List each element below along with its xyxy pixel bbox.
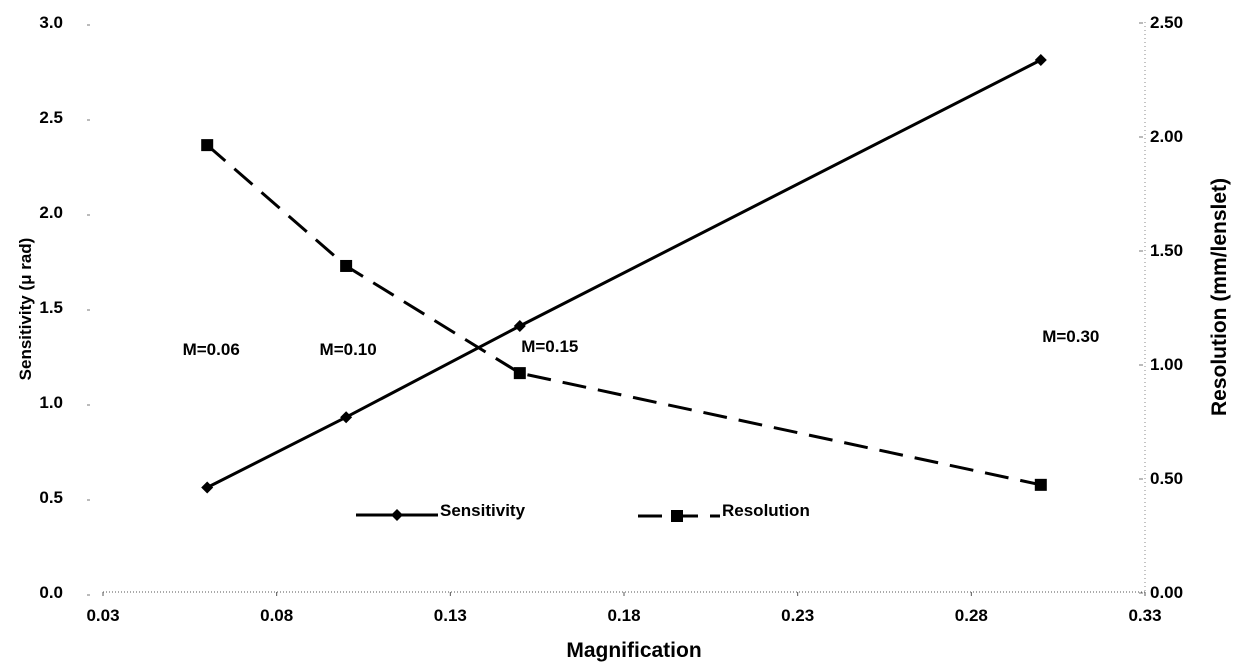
sensitivity-point [340,411,353,424]
annotation-label: M=0.30 [1042,327,1099,346]
annotation-label: M=0.10 [320,340,377,359]
sensitivity-point [1034,54,1047,66]
sensitivity-point [513,320,526,332]
y-right-tick-label: 0.00 [1150,583,1183,602]
y-right-tick-label: 1.00 [1150,355,1183,374]
x-tick-label: 0.28 [955,606,988,625]
x-tick-label: 0.18 [607,606,640,625]
y-left-tick-label: 0.0 [39,583,63,602]
x-tick-label: 0.23 [781,606,814,625]
y-left-tick-label: 1.0 [39,393,63,412]
x-tick-label: 0.33 [1128,606,1161,625]
resolution-point [201,139,214,152]
axes-layer: 0.03 0.08 0.13 0.18 0.23 0.28 0.33 0.0 0.5 1.0 1.5… [16,13,1231,662]
sensitivity-point [201,481,214,494]
x-tick-label: 0.13 [434,606,467,625]
y-right-tick-label: 1.50 [1150,241,1183,260]
y-left-tick-label: 3.0 [39,13,63,32]
y-right-tick-label: 0.50 [1150,469,1183,488]
annotation-label: M=0.06 [183,340,240,359]
series-line-resolution [206,143,1042,487]
resolution-point [513,367,526,380]
legend-marker-resolution [671,510,683,522]
x-tick-label: 0.03 [86,606,119,625]
annotation-layer: M=0.06 M=0.10 M=0.15 M=0.30 [183,327,1100,359]
y-left-tick-label: 1.5 [39,298,63,317]
resolution-point [340,259,353,272]
legend-label-sensitivity: Sensitivity [440,501,526,520]
series-line-sensitivity [206,58,1042,489]
resolution-point [1034,478,1047,491]
y-right-tick-label: 2.00 [1150,127,1183,146]
legend-marker-sensitivity [391,509,403,521]
legend: Sensitivity Resolution [356,501,810,522]
y-left-tick-label: 0.5 [39,488,63,507]
legend-label-resolution: Resolution [722,501,810,520]
y-left-tick-label: 2.5 [39,108,63,127]
y-right-axis-title: Resolution (mm/lenslet) [1208,178,1231,416]
y-left-axis-title: Sensitivity (μ rad) [16,238,35,381]
x-axis-title: Magnification [566,639,701,662]
x-tick-label: 0.08 [260,606,293,625]
y-right-tick-label: 2.50 [1150,13,1183,32]
annotation-label: M=0.15 [521,337,578,356]
y-left-tick-label: 2.0 [39,203,63,222]
series-layer [201,54,1047,494]
